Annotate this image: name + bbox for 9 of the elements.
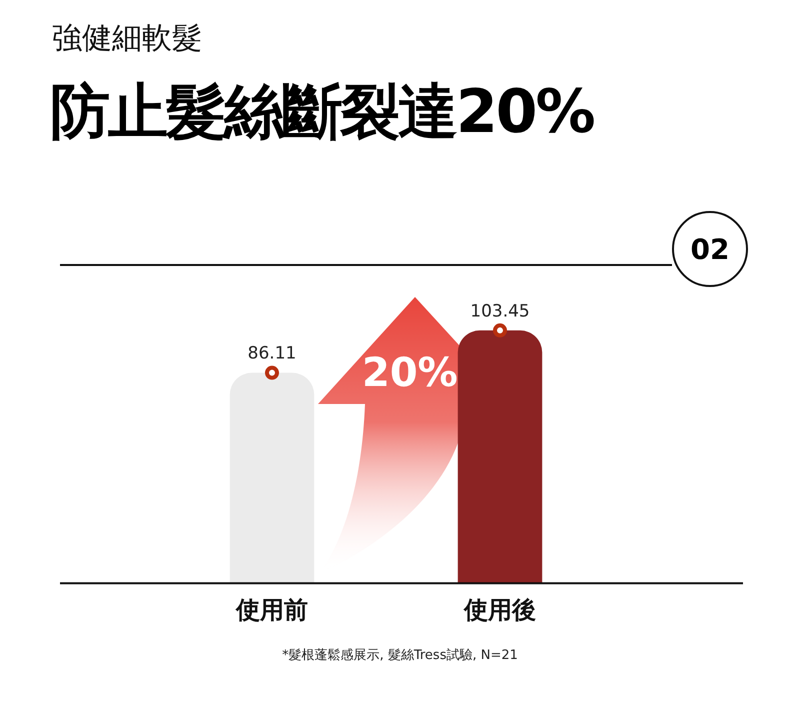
x-tick-label: 使用前 xyxy=(235,596,308,624)
chart-title: 防止髮絲斷裂達20% xyxy=(50,76,594,149)
x-tick-label: 使用後 xyxy=(463,596,536,624)
annotation: 20% xyxy=(362,350,458,396)
text: 02 xyxy=(672,211,748,287)
data-label: 103.45 xyxy=(470,301,530,322)
text: *髮根蓬鬆感展示, 髮絲Tress試驗, N=21 xyxy=(281,647,519,664)
data-label: 86.11 xyxy=(248,344,296,364)
chart-subtitle: 強健細軟髮 xyxy=(52,20,202,58)
